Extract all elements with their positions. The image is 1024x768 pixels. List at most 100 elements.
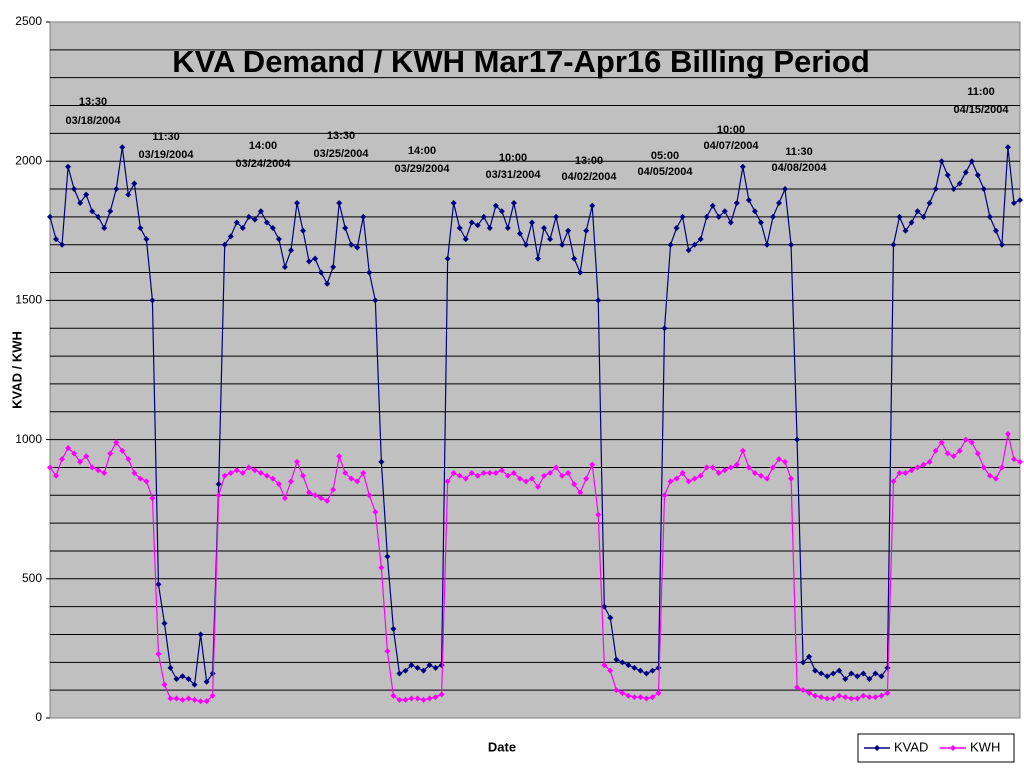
data-point xyxy=(257,470,264,477)
data-point xyxy=(541,225,548,232)
data-point xyxy=(992,227,999,234)
data-point xyxy=(408,695,415,702)
data-point xyxy=(251,467,258,474)
data-point xyxy=(565,470,572,477)
data-point xyxy=(794,684,801,691)
data-point xyxy=(372,508,379,515)
data-point xyxy=(516,475,523,482)
data-point xyxy=(137,225,144,232)
data-point xyxy=(143,236,150,243)
data-point xyxy=(643,670,650,677)
data-point xyxy=(197,631,204,638)
data-point xyxy=(589,461,596,468)
data-point xyxy=(312,255,319,262)
data-point xyxy=(788,241,795,248)
data-point xyxy=(553,213,560,220)
data-point xyxy=(77,199,84,206)
data-point xyxy=(896,213,903,220)
data-point xyxy=(896,470,903,477)
data-point xyxy=(528,219,535,226)
annotation-date: 03/24/2004 xyxy=(235,158,291,170)
data-point xyxy=(938,439,945,446)
data-point xyxy=(366,269,373,276)
data-point xyxy=(956,447,963,454)
data-point xyxy=(324,280,331,287)
data-point xyxy=(450,199,457,206)
y-tick-label: 0 xyxy=(35,710,42,724)
data-point xyxy=(655,689,662,696)
data-point xyxy=(480,470,487,477)
data-point xyxy=(53,236,60,243)
data-point xyxy=(559,241,566,248)
data-point xyxy=(577,269,584,276)
data-point xyxy=(456,472,463,479)
data-point xyxy=(806,653,813,660)
data-point xyxy=(137,475,144,482)
data-point xyxy=(818,694,825,701)
legend-marker xyxy=(950,745,956,751)
data-point xyxy=(619,659,626,666)
data-point xyxy=(444,478,451,485)
data-point xyxy=(486,470,493,477)
data-point xyxy=(800,687,807,694)
data-point xyxy=(782,186,789,193)
data-point xyxy=(980,186,987,193)
data-point xyxy=(872,694,879,701)
annotation-time: 10:00 xyxy=(499,152,527,164)
data-point xyxy=(498,208,505,215)
data-point xyxy=(324,497,331,504)
data-point xyxy=(547,470,554,477)
data-point xyxy=(974,172,981,179)
data-point xyxy=(450,470,457,477)
annotation-time: 13:30 xyxy=(79,96,107,108)
data-point xyxy=(878,692,885,699)
data-point xyxy=(239,225,246,232)
annotation-date: 04/02/2004 xyxy=(561,171,617,183)
data-point xyxy=(860,692,867,699)
data-point xyxy=(950,186,957,193)
data-point xyxy=(426,695,433,702)
data-point xyxy=(474,222,481,229)
data-point xyxy=(119,144,126,151)
data-point xyxy=(492,202,499,209)
data-point xyxy=(932,186,939,193)
data-point xyxy=(59,456,66,463)
data-point xyxy=(203,698,210,705)
data-point xyxy=(149,297,156,304)
data-point xyxy=(408,662,415,669)
data-point xyxy=(77,458,84,465)
data-point xyxy=(89,208,96,215)
data-point xyxy=(733,461,740,468)
data-point xyxy=(287,247,294,254)
data-point xyxy=(956,180,963,187)
annotation-date: 04/15/2004 xyxy=(953,104,1009,116)
data-point xyxy=(968,158,975,165)
data-point xyxy=(47,213,53,220)
data-point xyxy=(950,453,957,460)
data-point xyxy=(727,464,734,471)
data-point xyxy=(221,241,228,248)
data-point xyxy=(294,458,301,465)
data-point xyxy=(143,478,150,485)
data-point xyxy=(601,662,608,669)
data-point xyxy=(101,470,108,477)
data-point xyxy=(155,650,162,657)
x-axis-label: Date xyxy=(488,739,516,754)
data-point xyxy=(733,199,740,206)
data-point xyxy=(806,689,813,696)
data-point xyxy=(378,564,385,571)
data-point xyxy=(119,447,126,454)
data-point xyxy=(203,678,210,685)
data-point xyxy=(173,695,180,702)
data-point xyxy=(390,625,397,632)
data-point xyxy=(426,662,433,669)
data-point xyxy=(673,225,680,232)
data-point xyxy=(396,696,403,703)
data-point xyxy=(402,696,409,703)
data-point xyxy=(535,255,542,262)
data-point xyxy=(721,467,728,474)
data-point xyxy=(824,673,831,680)
data-point xyxy=(625,692,632,699)
data-point xyxy=(221,472,228,479)
data-point xyxy=(661,325,668,332)
